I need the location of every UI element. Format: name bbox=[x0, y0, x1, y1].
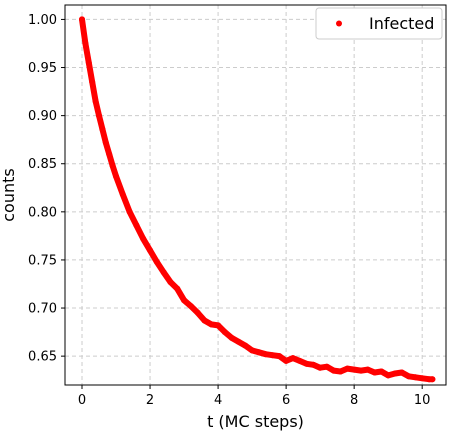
y-tick-label: 0.75 bbox=[28, 253, 57, 268]
data-point bbox=[119, 191, 126, 198]
data-point bbox=[398, 369, 405, 376]
x-tick-label: 4 bbox=[214, 393, 222, 408]
data-point bbox=[317, 364, 324, 371]
data-point bbox=[85, 59, 92, 66]
data-point bbox=[181, 297, 188, 304]
data-point bbox=[235, 338, 242, 345]
data-point bbox=[405, 373, 412, 380]
y-tick-label: 1.00 bbox=[28, 13, 57, 28]
x-axis-ticks: 0 2 4 6 8 10 bbox=[78, 385, 431, 408]
data-point bbox=[323, 363, 330, 370]
y-tick-label: 0.65 bbox=[28, 350, 57, 365]
y-tick-label: 0.80 bbox=[28, 205, 57, 220]
data-point bbox=[96, 112, 102, 119]
data-point bbox=[242, 342, 249, 349]
x-tick-label: 0 bbox=[78, 393, 86, 408]
data-point bbox=[215, 322, 222, 329]
data-point bbox=[160, 269, 167, 276]
y-tick-label: 0.70 bbox=[28, 302, 57, 317]
y-axis-ticks: 0.65 0.70 0.75 0.80 0.85 0.90 0.95 1.00 bbox=[28, 13, 65, 365]
data-point bbox=[221, 329, 228, 336]
x-axis-label: t (MC steps) bbox=[207, 412, 304, 431]
y-tick-label: 0.90 bbox=[28, 109, 57, 124]
data-point bbox=[364, 366, 371, 373]
x-tick-label: 8 bbox=[350, 393, 358, 408]
data-point bbox=[296, 357, 303, 364]
data-point bbox=[153, 258, 160, 265]
data-point bbox=[187, 303, 194, 310]
x-tick-label: 10 bbox=[414, 393, 431, 408]
data-point bbox=[228, 334, 235, 341]
data-point bbox=[174, 285, 181, 292]
data-point bbox=[109, 162, 116, 169]
data-point bbox=[262, 351, 269, 358]
data-point bbox=[208, 321, 215, 328]
data-point bbox=[289, 355, 296, 362]
data-point bbox=[310, 361, 317, 368]
data-point bbox=[194, 309, 201, 316]
data-point bbox=[140, 235, 147, 242]
data-point bbox=[89, 79, 96, 85]
legend-box bbox=[315, 7, 443, 40]
data-point bbox=[303, 360, 310, 367]
data-point bbox=[412, 374, 419, 381]
data-point bbox=[201, 317, 208, 324]
plot-frame bbox=[64, 4, 447, 386]
data-series-infected bbox=[79, 16, 436, 383]
data-point bbox=[147, 247, 153, 254]
data-point bbox=[99, 126, 106, 133]
data-point bbox=[249, 347, 256, 354]
data-point bbox=[276, 353, 283, 360]
data-point bbox=[337, 368, 344, 375]
data-point bbox=[429, 376, 436, 383]
data-point bbox=[283, 357, 290, 364]
data-point bbox=[133, 222, 140, 229]
series-trace bbox=[79, 16, 436, 383]
data-point bbox=[419, 375, 426, 382]
data-point bbox=[106, 151, 113, 158]
y-axis-label: counts bbox=[0, 168, 18, 221]
data-point bbox=[113, 173, 119, 180]
data-point bbox=[378, 368, 385, 375]
data-point bbox=[330, 367, 337, 374]
data-point bbox=[385, 372, 392, 379]
data-point bbox=[351, 366, 358, 373]
data-point bbox=[371, 369, 378, 376]
y-tick-label: 0.85 bbox=[28, 157, 57, 172]
x-tick-label: 6 bbox=[282, 393, 290, 408]
data-point bbox=[82, 40, 89, 47]
data-point bbox=[92, 98, 99, 105]
data-point bbox=[102, 139, 109, 146]
data-point bbox=[126, 208, 133, 215]
data-point bbox=[392, 370, 398, 377]
data-point bbox=[167, 279, 174, 286]
legend-label-infected: Infected bbox=[369, 14, 434, 33]
data-point bbox=[358, 367, 364, 374]
y-tick-label: 0.95 bbox=[28, 61, 57, 76]
data-point bbox=[269, 352, 276, 359]
legend-marker-infected bbox=[336, 20, 342, 27]
legend: Infected bbox=[315, 7, 443, 40]
data-point bbox=[79, 16, 85, 23]
x-tick-label: 2 bbox=[146, 393, 154, 408]
data-point bbox=[255, 349, 262, 356]
data-point bbox=[344, 365, 351, 372]
